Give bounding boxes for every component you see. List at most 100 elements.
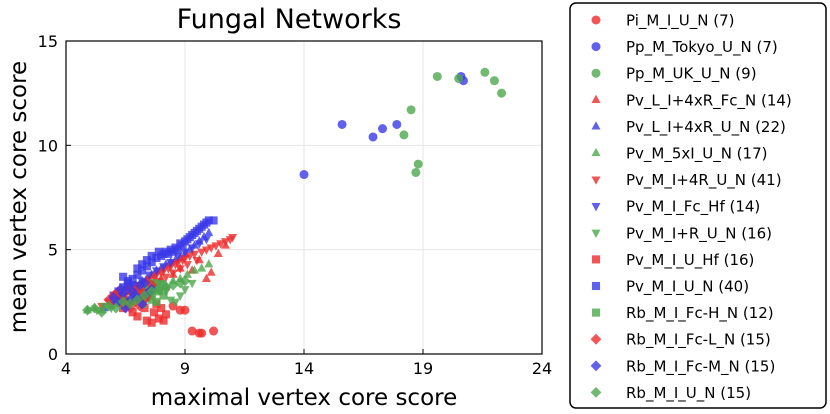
data-point	[108, 292, 119, 304]
data-point	[175, 305, 185, 315]
data-point	[194, 240, 204, 249]
data-point	[139, 290, 150, 301]
data-point	[159, 267, 169, 276]
data-point	[206, 267, 216, 276]
data-point	[144, 275, 154, 285]
data-point	[180, 286, 190, 295]
data-point	[151, 271, 161, 280]
data-point	[211, 242, 221, 251]
data-point	[480, 67, 490, 77]
data-point	[133, 264, 142, 273]
legend-label: Pp_M_UK_U_N (9)	[626, 65, 757, 84]
data-point	[432, 71, 442, 81]
data-point	[413, 159, 423, 169]
legend: Pi_M_I_U_N (7) Pp_M_Tokyo_U_N (7) Pp_M_UK_…	[569, 2, 827, 409]
data-point	[204, 227, 214, 237]
data-point	[399, 130, 409, 140]
data-point	[151, 267, 161, 276]
data-point	[115, 283, 127, 295]
y-tick-label: 10	[38, 136, 58, 155]
legend-item: Pp_M_Tokyo_U_N (7)	[591, 38, 778, 57]
legend-marker	[590, 387, 602, 398]
legend-item: Pv_L_I+4xR_U_N (22)	[591, 118, 786, 137]
legend-marker	[591, 203, 601, 212]
legend-item: Rb_M_I_U_N (15)	[590, 384, 751, 403]
legend-marker	[591, 15, 601, 25]
x-tick-label: 24	[532, 359, 552, 378]
y-axis-label: mean vertex core score	[6, 61, 32, 333]
data-point	[175, 292, 185, 301]
data-point	[96, 306, 108, 318]
data-point	[209, 216, 218, 225]
data-point	[197, 328, 207, 338]
x-tick-label: 14	[294, 359, 314, 378]
legend-marker	[590, 333, 602, 345]
data-point	[228, 233, 238, 243]
data-point	[133, 312, 142, 321]
data-point	[406, 105, 416, 115]
legend-item: Rb_M_I_Fc-M_N (15)	[590, 357, 775, 376]
legend-label: Pv_M_I_U_Hf (16)	[626, 251, 754, 270]
legend-label: Rb_M_I_Fc-H_N (12)	[626, 304, 774, 323]
legend-label: Pi_M_I_U_N (7)	[626, 12, 734, 31]
data-point	[178, 241, 187, 250]
legend-item: Pi_M_I_U_N (7)	[591, 12, 734, 31]
data-point	[337, 119, 347, 129]
data-point	[197, 248, 207, 257]
data-point	[159, 291, 168, 300]
data-point	[497, 88, 507, 98]
data-point	[201, 273, 211, 283]
legend-label: Pv_M_I_U_N (40)	[626, 278, 749, 297]
legend-item: Pv_M_5xI_U_N (17)	[591, 145, 767, 164]
series-1	[299, 71, 468, 180]
y-tick-label: 5	[48, 241, 58, 260]
legend-label: Rb_M_I_Fc-M_N (15)	[626, 357, 775, 376]
legend-label: Pp_M_Tokyo_U_N (7)	[626, 38, 778, 57]
legend-label: Pv_M_I+4R_U_N (41)	[626, 171, 782, 190]
legend-item: Rb_M_I_Fc-L_N (15)	[590, 331, 771, 350]
legend-marker	[591, 229, 601, 238]
legend-marker	[591, 176, 601, 185]
data-point	[166, 259, 176, 268]
data-point	[180, 254, 190, 264]
data-point	[152, 297, 161, 306]
data-point	[213, 248, 223, 257]
data-point	[206, 244, 216, 253]
legend-item: Pv_L_I+4xR_Fc_N (14)	[591, 91, 792, 110]
data-point	[139, 277, 150, 289]
data-point	[299, 170, 309, 180]
legend-item: Pv_M_I_Fc_Hf (14)	[591, 198, 760, 217]
data-point	[411, 167, 421, 177]
data-point	[190, 265, 200, 274]
data-point	[378, 124, 388, 134]
data-point	[180, 248, 190, 257]
data-point	[132, 294, 143, 306]
data-point	[136, 298, 148, 310]
data-point	[110, 302, 122, 314]
data-point	[204, 259, 214, 268]
data-point	[201, 236, 211, 245]
data-point	[187, 326, 197, 336]
data-point	[201, 246, 211, 255]
data-point	[159, 263, 169, 272]
x-tick-label: 19	[413, 359, 433, 378]
data-point	[170, 298, 180, 308]
data-point	[192, 256, 202, 266]
data-point	[147, 318, 156, 327]
legend-marker	[591, 281, 601, 291]
data-point	[368, 132, 378, 142]
data-point	[161, 273, 171, 282]
legend-item: Pv_M_I+4R_U_N (41)	[591, 171, 782, 190]
legend-marker	[591, 68, 601, 78]
data-point	[168, 269, 178, 278]
x-tick-label: 4	[61, 359, 71, 378]
legend-label: Pv_M_I_Fc_Hf (14)	[626, 198, 760, 217]
y-tick-label: 15	[38, 32, 58, 51]
legend-label: Rb_M_I_Fc-L_N (15)	[626, 331, 771, 350]
series-14	[82, 275, 191, 318]
data-point	[103, 300, 115, 312]
legend-box	[569, 2, 827, 409]
data-point	[173, 259, 183, 268]
data-point	[182, 261, 192, 270]
